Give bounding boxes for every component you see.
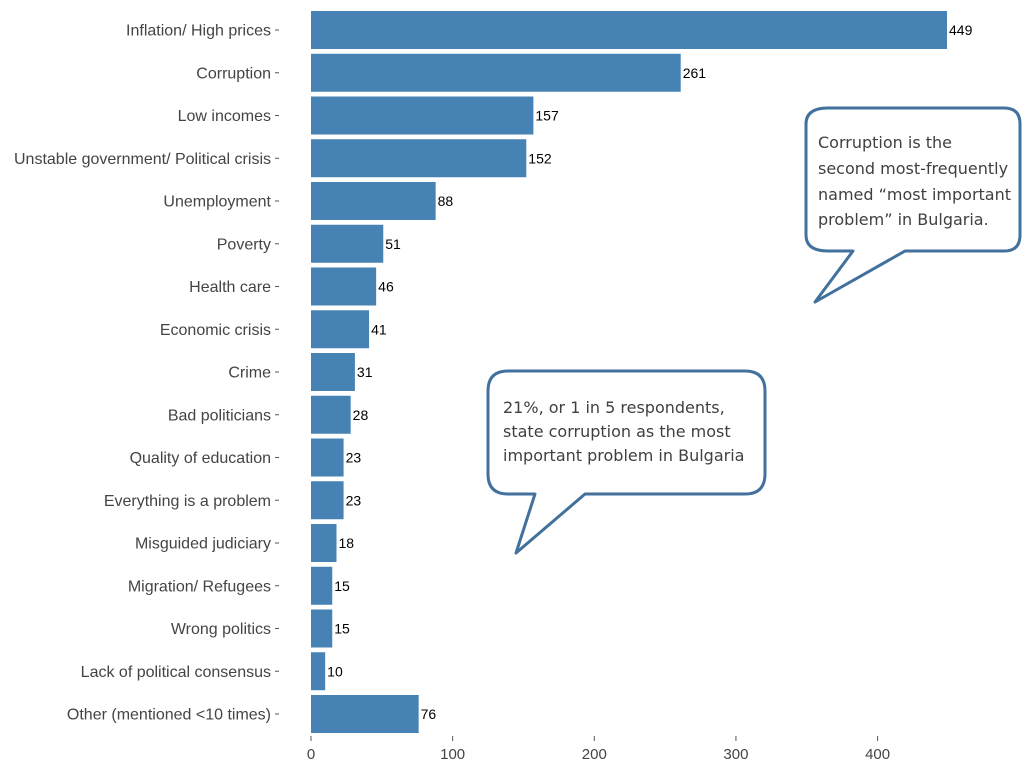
x-tick-label: 200 xyxy=(582,746,607,763)
category-label: Economic crisis xyxy=(160,322,271,339)
category-labels: Inflation/ High prices Corruption Low inco… xyxy=(14,23,279,724)
category-label: Poverty xyxy=(217,236,271,253)
bar xyxy=(311,267,377,306)
callout-bubble xyxy=(804,106,1022,304)
value-label: 15 xyxy=(334,621,350,637)
callout-corruption-second: Corruption is the second most-frequently… xyxy=(804,106,1022,304)
x-tick-label: 300 xyxy=(723,746,748,763)
x-tick-label: 0 xyxy=(307,746,315,763)
value-label: 88 xyxy=(438,193,454,209)
callout-line: named “most important xyxy=(818,185,1011,204)
bar xyxy=(311,11,947,49)
category-label: Inflation/ High prices xyxy=(126,23,271,40)
value-label: 23 xyxy=(346,492,362,508)
category-label: Corruption xyxy=(196,65,271,82)
bar xyxy=(311,566,333,605)
callout-line: Corruption is the xyxy=(818,133,952,152)
callout-line: 21%, or 1 in 5 respondents, xyxy=(503,398,725,417)
value-label: 23 xyxy=(346,450,362,466)
bar xyxy=(311,609,333,648)
value-label: 15 xyxy=(334,578,350,594)
value-label: 46 xyxy=(378,279,394,295)
category-label: Wrong politics xyxy=(171,621,271,638)
bar xyxy=(311,652,326,691)
value-label: 10 xyxy=(327,663,343,679)
value-label: 28 xyxy=(353,407,369,423)
bar xyxy=(311,695,419,733)
category-label: Crime xyxy=(228,365,271,382)
bar xyxy=(311,438,344,477)
value-label: 157 xyxy=(535,108,559,124)
category-label: Quality of education xyxy=(130,450,271,467)
category-label: Health care xyxy=(189,279,271,296)
value-label: 261 xyxy=(683,65,707,81)
callout-bubble xyxy=(486,369,767,555)
x-axis: 0 100 200 300 400 xyxy=(307,736,890,763)
bar xyxy=(311,524,337,562)
callout-line: second most-frequently xyxy=(818,159,1008,178)
callout-line: problem” in Bulgaria. xyxy=(818,210,989,229)
value-label: 51 xyxy=(385,236,401,252)
x-tick-label: 100 xyxy=(440,746,465,763)
category-label: Bad politicians xyxy=(168,407,271,424)
bar xyxy=(311,481,344,520)
x-tick-label: 400 xyxy=(865,746,890,763)
bar xyxy=(311,224,384,263)
callout-line: important problem in Bulgaria xyxy=(503,446,744,465)
category-label: Misguided judiciary xyxy=(135,536,271,553)
value-label: 76 xyxy=(421,706,437,722)
category-label: Other (mentioned <10 times) xyxy=(67,707,271,724)
bars-layer xyxy=(311,11,947,733)
bar xyxy=(311,53,681,92)
bar xyxy=(311,139,527,178)
bar xyxy=(311,395,351,434)
value-label: 449 xyxy=(949,22,973,38)
category-label: Unstable government/ Political crisis xyxy=(14,151,271,168)
callout-line: state corruption as the most xyxy=(503,422,731,441)
value-label: 41 xyxy=(371,321,387,337)
bar xyxy=(311,96,534,135)
bar xyxy=(311,353,355,391)
value-label: 31 xyxy=(357,364,373,380)
callout-one-in-five: 21%, or 1 in 5 respondents, state corrup… xyxy=(486,369,767,555)
category-label: Unemployment xyxy=(163,194,271,211)
value-label: 18 xyxy=(338,535,354,551)
category-label: Everything is a problem xyxy=(104,493,271,510)
bar xyxy=(311,182,436,220)
bar xyxy=(311,310,370,349)
category-label: Migration/ Refugees xyxy=(128,578,271,595)
value-labels: 449 261 157 152 88 51 46 41 31 28 23 23 18 15 15 10 76 xyxy=(327,22,972,722)
value-label: 152 xyxy=(528,150,552,166)
category-label: Low incomes xyxy=(178,108,271,125)
category-label: Lack of political consensus xyxy=(81,664,271,681)
